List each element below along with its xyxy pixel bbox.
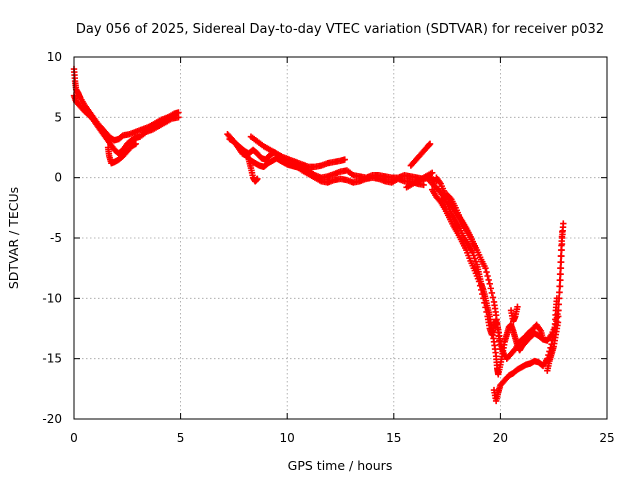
data-point — [497, 345, 504, 353]
data-point — [556, 289, 563, 296]
data-point — [555, 313, 562, 320]
y-tick-label: -5 — [50, 231, 62, 245]
x-tick-label: 15 — [386, 431, 401, 445]
x-tick-label: 5 — [177, 431, 185, 445]
data-point — [480, 295, 487, 302]
data-point — [175, 114, 182, 121]
data-point — [555, 295, 563, 302]
y-axis-label: SDTVAR / TECUs — [6, 187, 21, 289]
data-point — [556, 277, 564, 284]
data-point — [482, 264, 489, 272]
data-point — [514, 303, 521, 310]
y-tick-label: -15 — [42, 352, 62, 366]
x-tick-label: 20 — [493, 431, 508, 445]
data-point — [555, 307, 562, 314]
data-point — [476, 282, 484, 289]
x-tick-label: 25 — [599, 431, 614, 445]
data-point — [475, 278, 483, 285]
x-axis-label: GPS time / hours — [288, 458, 393, 473]
data-point — [539, 336, 547, 343]
data-point — [484, 272, 491, 280]
y-tick-label: 5 — [54, 110, 62, 124]
axis-ticks: 0 5 10 15 20 25 -20 -15 -10 -5 0 5 10 — [42, 50, 614, 445]
y-tick-label: -10 — [42, 291, 62, 305]
data-point — [132, 140, 140, 148]
data-point — [341, 156, 348, 163]
data-point — [426, 140, 434, 148]
y-tick-label: -20 — [42, 412, 62, 426]
data-point — [559, 228, 566, 236]
data-point — [478, 286, 485, 294]
y-tick-label: 0 — [54, 171, 62, 185]
x-tick-label: 10 — [280, 431, 295, 445]
data-point — [420, 181, 427, 189]
data-series — [70, 65, 567, 405]
data-point — [486, 280, 493, 288]
data-point — [479, 290, 486, 298]
data-point — [556, 271, 564, 278]
data-point — [487, 285, 495, 292]
x-tick-label: 0 — [70, 431, 78, 445]
data-point — [489, 294, 497, 301]
data-point — [557, 264, 564, 272]
data-point — [485, 276, 492, 284]
data-point — [555, 301, 562, 308]
data-point — [483, 308, 490, 316]
data-point — [428, 169, 436, 177]
data-point — [488, 289, 496, 297]
data-point — [481, 299, 488, 307]
y-tick-label: 10 — [47, 50, 62, 64]
data-point — [557, 258, 564, 266]
chart-title: Day 056 of 2025, Sidereal Day-to-day VTE… — [76, 22, 604, 37]
data-point — [447, 194, 454, 202]
data-point — [554, 319, 562, 326]
data-point — [560, 220, 567, 227]
data-point — [482, 304, 489, 311]
data-point — [254, 175, 261, 183]
data-point — [556, 283, 563, 290]
data-point — [557, 252, 565, 260]
data-point — [483, 268, 490, 276]
